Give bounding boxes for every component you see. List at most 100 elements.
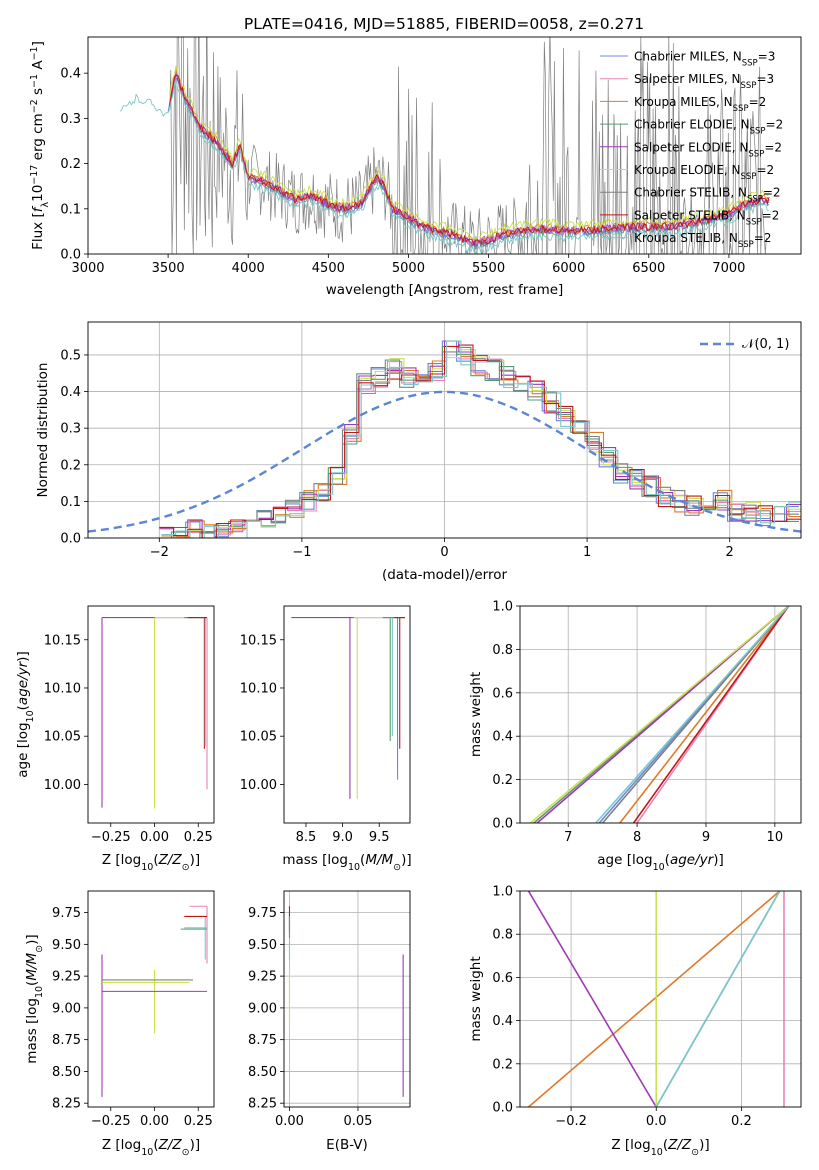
cumulative-mass-line [632,606,790,823]
x-tick-label: −0.25 [91,830,131,845]
y-axis-label: mass weight [468,672,484,757]
cumulative-mass-line [655,891,781,1107]
y-tick-label: 0.1 [60,202,81,217]
x-axis-label: wavelength [Angstrom, rest frame] [326,282,564,298]
y-tick-label: 8.25 [248,1097,277,1112]
legend-label: Kroupa MILES, NSSP=2 [634,95,766,114]
y-tick-label: 8.50 [248,1065,277,1080]
cumulative-mass-line [527,891,657,1107]
cumulative-mass-line [619,606,790,823]
x-tick-label: 6000 [552,261,585,276]
y-tick-label: 10.05 [44,730,81,745]
y-tick-label: 8.50 [52,1065,81,1080]
x-tick-label: 0.00 [275,1114,304,1129]
y-axis-label: mass [log10(M/M⊙)] [24,934,45,1063]
spectrum-legend: Chabrier MILES, NSSP=3 Salpeter MILES, NS… [600,50,783,250]
histogram-step-line [159,344,801,538]
x-tick-label: 9 [702,830,710,845]
legend-label: Salpeter STELIB, NSSP=2 [634,208,779,227]
legend-label: 𝒩(0, 1) [742,337,789,352]
y-tick-label: 10.00 [44,778,81,793]
cumulative-mass-line [527,891,781,1107]
chart-z_vs_age: −0.25 0.00 0.25 10.00 10.05 10.10 10.15 Z [log1… [15,605,215,873]
y-tick-label: 0.2 [60,157,81,172]
x-tick-label: 10 [767,830,784,845]
x-tick-label: 6500 [632,261,665,276]
x-tick-label: 9.5 [369,830,390,845]
y-axis-label: age [log10(age/yr)] [15,651,36,777]
y-tick-label: 9.75 [52,906,81,921]
y-tick-label: 0.1 [60,495,81,510]
y-tick-label: 9.50 [248,938,277,953]
cumulative-mass-line [529,606,790,823]
plot-area-z_cumulative [520,891,801,1107]
cumulative-mass-line [595,606,790,823]
y-tick-label: 9.25 [248,970,277,985]
y-tick-label: 9.25 [52,970,81,985]
y-tick-label: 1.0 [492,600,513,615]
y-tick-label: 10.15 [44,633,81,648]
y-tick-label: 0.6 [492,971,513,986]
x-tick-label: −0.2 [555,1114,587,1129]
axes-frame [87,605,215,824]
y-tick-label: 0.0 [60,248,81,263]
y-tick-label: 0.3 [60,422,81,437]
model-spectrum-line [169,74,770,247]
axes-frame [87,321,802,539]
plot-area-spectrum [119,37,770,254]
x-tick-label: −1 [292,545,311,560]
y-tick-label: 0.4 [60,67,81,82]
y-tick-label: 0.8 [492,643,513,658]
y-tick-label: 0.6 [492,686,513,701]
chart-spectrum: 3000 3500 4000 4500 5000 5500 6000 6500 7000 0.0 0… [29,36,802,298]
axes-frame [519,890,802,1108]
x-axis-label: Z [log10(Z/Z⊙)] [611,1137,709,1158]
y-tick-label: 10.00 [240,778,277,793]
x-tick-label: 0.25 [184,830,213,845]
x-tick-label: 3500 [152,261,185,276]
x-tick-label: 0.00 [140,830,169,845]
y-axis-label: mass weight [468,956,484,1041]
x-axis-label: E(B-V) [326,1137,368,1153]
x-tick-label: 0.00 [140,1114,169,1129]
x-tick-label: 2 [726,545,734,560]
y-tick-label: 0.0 [492,1101,513,1116]
plot-area-ebv_vs_mass [284,891,410,1107]
legend-label: Salpeter ELODIE, NSSP=2 [634,140,782,159]
y-tick-label: 0.4 [492,730,513,745]
x-tick-label: 0 [440,545,448,560]
axes-frame [519,605,802,824]
x-tick-label: 1 [583,545,591,560]
chart-z_cumulative: −0.2 0.0 0.2 0.0 0.2 0.4 0.6 0.8 1.0 Z [log10(Z/Z… [468,885,802,1158]
histogram-step-line [157,346,799,538]
y-tick-label: 0.0 [492,817,513,832]
plot-area-residuals [88,322,801,538]
normal-distribution-line [88,390,801,533]
legend-label: Chabrier MILES, NSSP=3 [634,50,775,69]
y-tick-label: 0.4 [60,385,81,400]
y-tick-label: 9.00 [52,1001,81,1016]
plot-area-age_cumulative [520,606,801,823]
chart-z_vs_mass: −0.25 0.00 0.25 8.25 8.50 8.75 9.00 9.25 9.50 9.7… [24,890,215,1158]
x-tick-label: 8 [633,830,641,845]
x-tick-label: 0.25 [184,1114,213,1129]
x-tick-label: 9.0 [332,830,353,845]
legend-label: Kroupa STELIB, NSSP=2 [634,231,772,250]
plot-area-mass_vs_age [291,617,405,799]
x-tick-label: 0.2 [731,1114,752,1129]
x-axis-label: Z [log10(Z/Z⊙)] [102,1137,200,1158]
legend-label: Chabrier STELIB, NSSP=2 [634,186,781,205]
y-tick-label: 0.8 [492,928,513,943]
axes-frame [283,890,411,1108]
x-axis-label: mass [log10(M/M⊙)] [282,852,411,873]
y-tick-label: 0.4 [492,1014,513,1029]
y-axis-label: Flux [fλ10−17 erg cm−2 s−1 A−1] [29,41,51,250]
y-tick-label: 0.2 [492,1057,513,1072]
x-axis-label: Z [log10(Z/Z⊙)] [102,852,200,873]
y-tick-label: 10.15 [240,633,277,648]
y-tick-label: 9.75 [248,906,277,921]
y-tick-label: 0.5 [60,348,81,363]
y-tick-label: 9.00 [248,1001,277,1016]
axes-frame [87,890,215,1108]
